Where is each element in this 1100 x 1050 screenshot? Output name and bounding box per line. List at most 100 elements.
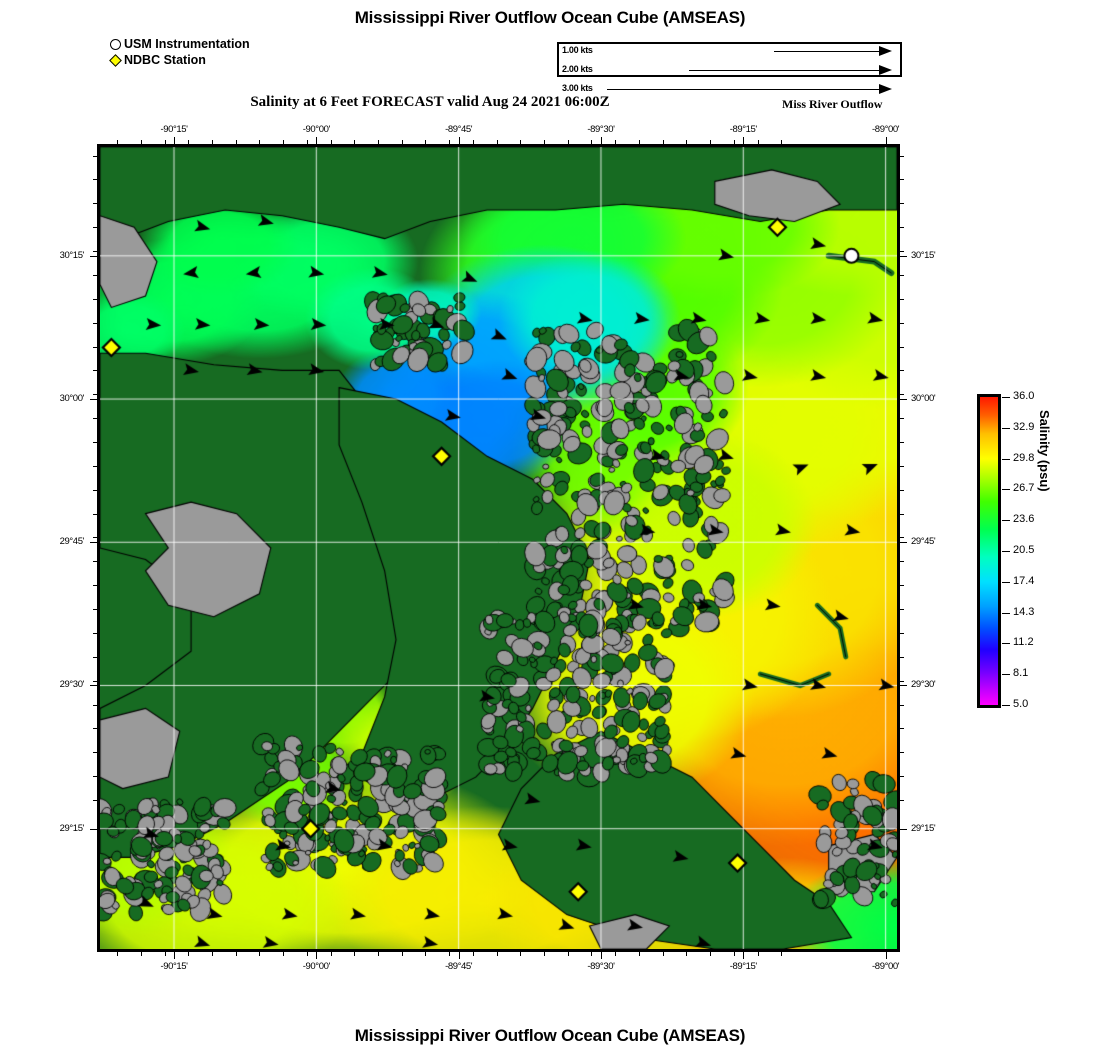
- y-minor-tick: [93, 680, 97, 682]
- colorbar-tick: [1002, 397, 1010, 398]
- x-minor-tick: [686, 952, 688, 956]
- x-axis-label: -89°00': [872, 124, 900, 135]
- y-minor-tick: [900, 346, 904, 348]
- y-tick-mark: [900, 399, 907, 401]
- velocity-arrow-shaft-2: [689, 70, 879, 71]
- y-minor-tick: [900, 322, 904, 324]
- x-minor-tick: [472, 952, 474, 956]
- y-minor-tick: [900, 800, 904, 802]
- y-minor-tick: [93, 394, 97, 396]
- velocity-scale-row: 3.00 kts: [559, 83, 900, 94]
- colorbar-tick: [1002, 489, 1010, 491]
- colorbar-gradient: [980, 397, 998, 705]
- y-minor-tick: [900, 465, 904, 467]
- x-minor-tick: [638, 140, 640, 144]
- y-minor-tick: [93, 656, 97, 658]
- x-minor-tick: [781, 140, 783, 144]
- x-minor-tick: [591, 140, 593, 144]
- x-minor-tick: [211, 952, 213, 956]
- y-minor-tick: [93, 418, 97, 420]
- y-minor-tick: [93, 800, 97, 802]
- x-tick-mark: [174, 137, 175, 144]
- marker-legend: USM Instrumentation NDBC Station: [109, 36, 250, 68]
- y-minor-tick: [900, 489, 904, 491]
- y-minor-tick: [93, 465, 97, 467]
- y-minor-tick: [93, 179, 97, 181]
- x-axis-label: -89°45': [445, 961, 473, 972]
- y-tick-mark: [900, 828, 907, 830]
- y-minor-tick: [900, 752, 904, 754]
- y-minor-tick: [900, 585, 904, 587]
- x-minor-tick: [330, 952, 332, 956]
- x-axis-label: -89°00': [872, 961, 900, 972]
- x-axis-label: -89°15': [729, 124, 758, 135]
- x-tick-mark: [458, 952, 460, 959]
- y-minor-tick: [93, 561, 97, 563]
- salinity-map[interactable]: [97, 144, 900, 952]
- x-tick-mark: [743, 137, 745, 144]
- x-minor-tick: [686, 140, 688, 144]
- circle-marker-icon: [110, 38, 121, 50]
- colorbar-tick: [1002, 705, 1010, 706]
- x-minor-tick: [259, 140, 261, 144]
- x-axis-label: -90°15': [160, 961, 188, 972]
- velocity-scale-label-3: 3.00 kts: [562, 83, 593, 93]
- x-minor-tick: [662, 140, 664, 144]
- y-axis-label: 29°15': [59, 822, 85, 834]
- y-minor-tick: [900, 632, 904, 634]
- y-minor-tick: [93, 370, 97, 372]
- y-minor-tick: [93, 274, 97, 276]
- y-minor-tick: [93, 489, 97, 491]
- y-minor-tick: [93, 728, 97, 730]
- x-minor-tick: [757, 140, 759, 144]
- y-minor-tick: [900, 776, 904, 778]
- y-minor-tick: [93, 585, 97, 587]
- y-axis-label: 29°45': [911, 536, 936, 548]
- x-tick-mark: [174, 952, 175, 959]
- y-minor-tick: [900, 513, 904, 515]
- y-minor-tick: [900, 609, 904, 611]
- colorbar: [977, 394, 1001, 708]
- x-minor-tick: [117, 952, 119, 956]
- colorbar-tick: [1002, 643, 1010, 645]
- x-tick-mark: [458, 137, 460, 144]
- x-minor-tick: [544, 140, 546, 144]
- y-minor-tick: [93, 322, 97, 324]
- x-minor-tick: [283, 140, 285, 144]
- y-minor-tick: [93, 609, 97, 611]
- x-minor-tick: [591, 952, 593, 956]
- page-title: Mississippi River Outflow Ocean Cube (AM…: [354, 8, 746, 27]
- x-tick-mark: [885, 952, 887, 959]
- x-minor-tick: [164, 140, 166, 144]
- y-axis-label: 30°15': [59, 249, 85, 261]
- y-tick-mark: [90, 399, 97, 401]
- x-tick-mark: [316, 137, 318, 144]
- legend-item-usm: USM Instrumentation: [110, 36, 250, 52]
- y-tick-mark: [900, 685, 907, 687]
- legend-label-usm: USM Instrumentation: [124, 37, 250, 51]
- colorbar-tick: [1002, 612, 1010, 614]
- x-minor-tick: [283, 952, 285, 956]
- colorbar-tick-label: 29.8: [1013, 451, 1035, 464]
- x-minor-tick: [733, 952, 735, 956]
- x-minor-tick: [449, 952, 451, 956]
- colorbar-tick-label: 26.7: [1013, 482, 1035, 495]
- x-tick-mark: [743, 952, 745, 959]
- y-minor-tick: [900, 203, 904, 205]
- x-minor-tick: [378, 952, 379, 956]
- x-minor-tick: [496, 140, 498, 144]
- colorbar-tick: [1002, 458, 1010, 460]
- x-minor-tick: [638, 952, 640, 956]
- x-axis-label: -90°15': [160, 124, 188, 135]
- x-minor-tick: [188, 952, 190, 956]
- y-axis-label: 30°15': [911, 249, 936, 261]
- x-axis-label: -90°00': [302, 961, 331, 972]
- y-minor-tick: [93, 203, 97, 205]
- colorbar-tick-label: 17.4: [1013, 574, 1035, 587]
- colorbar-tick-label: 20.5: [1013, 544, 1035, 556]
- x-minor-tick: [354, 140, 356, 144]
- y-minor-tick: [93, 227, 97, 229]
- y-axis-label: 29°45': [59, 536, 85, 548]
- x-minor-tick: [496, 952, 498, 956]
- x-minor-tick: [567, 952, 569, 956]
